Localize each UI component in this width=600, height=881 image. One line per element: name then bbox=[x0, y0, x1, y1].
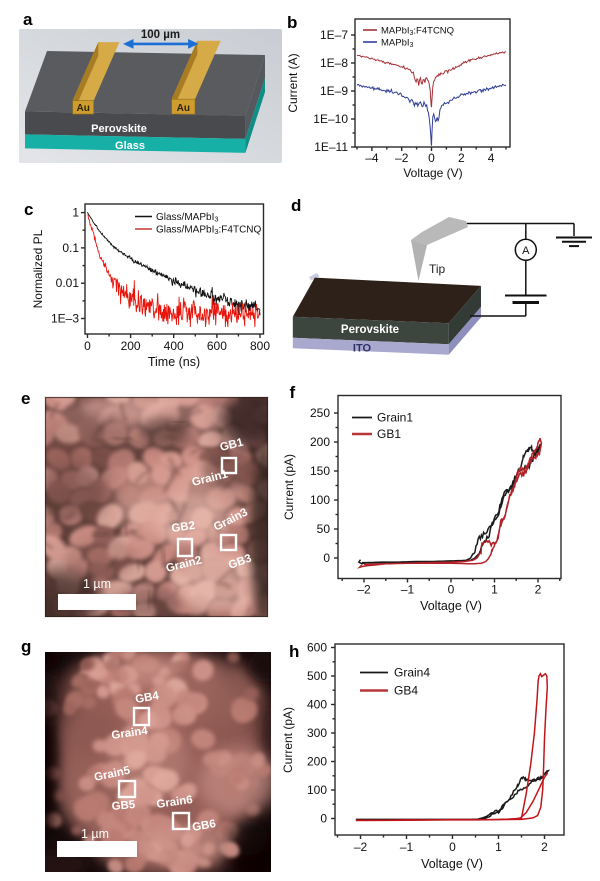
svg-text:400: 400 bbox=[164, 339, 184, 353]
svg-text:0: 0 bbox=[448, 583, 455, 597]
svg-text:800: 800 bbox=[250, 339, 270, 353]
svg-text:50: 50 bbox=[317, 522, 331, 536]
svg-text:–4: –4 bbox=[365, 151, 379, 165]
svg-text:2: 2 bbox=[535, 583, 542, 597]
svg-text:Time (ns): Time (ns) bbox=[148, 355, 200, 369]
svg-text:g: g bbox=[21, 637, 31, 656]
svg-text:Grain4: Grain4 bbox=[394, 666, 430, 680]
svg-text:GB4: GB4 bbox=[134, 690, 160, 706]
svg-text:GB5: GB5 bbox=[111, 799, 136, 813]
svg-text:Au: Au bbox=[177, 103, 190, 114]
svg-text:–2: –2 bbox=[395, 151, 409, 165]
svg-text:GB1: GB1 bbox=[377, 427, 401, 441]
svg-text:250: 250 bbox=[310, 406, 330, 420]
svg-text:Glass/MAPbI3:F4TCNQ: Glass/MAPbI3:F4TCNQ bbox=[156, 225, 262, 237]
svg-text:–1: –1 bbox=[400, 840, 414, 854]
svg-text:Grain6: Grain6 bbox=[156, 794, 194, 811]
svg-text:500: 500 bbox=[307, 669, 327, 683]
svg-text:a: a bbox=[23, 10, 33, 29]
svg-text:–1: –1 bbox=[401, 583, 415, 597]
svg-text:1 µm: 1 µm bbox=[83, 577, 111, 591]
svg-text:0: 0 bbox=[323, 551, 330, 565]
svg-text:Current (pA): Current (pA) bbox=[281, 707, 295, 773]
svg-text:ITO: ITO bbox=[353, 343, 372, 355]
svg-text:1E–11: 1E–11 bbox=[314, 140, 348, 154]
svg-text:1E–10: 1E–10 bbox=[313, 112, 348, 126]
svg-text:Voltage (V): Voltage (V) bbox=[421, 857, 483, 871]
svg-text:200: 200 bbox=[121, 339, 141, 353]
svg-text:MAPbI3:F4TCNQ: MAPbI3:F4TCNQ bbox=[381, 26, 454, 38]
svg-text:0.01: 0.01 bbox=[56, 276, 80, 290]
svg-text:4: 4 bbox=[488, 151, 495, 165]
svg-text:Tip: Tip bbox=[429, 262, 446, 276]
svg-text:1E–9: 1E–9 bbox=[320, 84, 348, 98]
svg-text:0: 0 bbox=[320, 812, 327, 826]
svg-text:0: 0 bbox=[449, 840, 456, 854]
svg-text:c: c bbox=[24, 200, 33, 219]
svg-text:GB1: GB1 bbox=[219, 436, 245, 454]
svg-text:Voltage (V): Voltage (V) bbox=[420, 599, 482, 613]
svg-text:Au: Au bbox=[77, 103, 90, 114]
svg-text:100: 100 bbox=[307, 783, 327, 797]
svg-text:0: 0 bbox=[84, 339, 91, 353]
svg-text:1E–3: 1E–3 bbox=[51, 312, 79, 326]
svg-text:MAPbI3: MAPbI3 bbox=[381, 38, 414, 50]
svg-text:1E–8: 1E–8 bbox=[320, 56, 348, 70]
svg-text:1: 1 bbox=[495, 840, 502, 854]
svg-text:–2: –2 bbox=[357, 583, 371, 597]
svg-text:Current (pA): Current (pA) bbox=[282, 454, 296, 520]
svg-text:e: e bbox=[21, 389, 30, 408]
svg-text:100 µm: 100 µm bbox=[141, 29, 180, 41]
svg-text:Grain4: Grain4 bbox=[111, 725, 149, 742]
svg-text:Perovskite: Perovskite bbox=[341, 324, 399, 336]
svg-text:Grain1: Grain1 bbox=[377, 411, 413, 425]
svg-text:2: 2 bbox=[458, 151, 465, 165]
svg-text:GB6: GB6 bbox=[191, 818, 216, 834]
svg-text:b: b bbox=[287, 13, 297, 32]
svg-text:1: 1 bbox=[491, 583, 498, 597]
svg-text:GB4: GB4 bbox=[394, 684, 418, 698]
svg-text:150: 150 bbox=[310, 464, 330, 478]
svg-text:Current (A): Current (A) bbox=[286, 53, 300, 112]
svg-text:200: 200 bbox=[310, 435, 330, 449]
svg-text:600: 600 bbox=[307, 641, 327, 655]
svg-text:1E–7: 1E–7 bbox=[320, 28, 348, 42]
svg-text:1: 1 bbox=[72, 206, 79, 220]
svg-text:400: 400 bbox=[307, 698, 327, 712]
svg-text:0.1: 0.1 bbox=[62, 241, 79, 255]
svg-text:300: 300 bbox=[307, 726, 327, 740]
svg-text:–2: –2 bbox=[354, 840, 368, 854]
svg-text:Glass: Glass bbox=[115, 140, 145, 152]
svg-text:100: 100 bbox=[310, 493, 330, 507]
svg-text:2: 2 bbox=[541, 840, 548, 854]
svg-text:A: A bbox=[522, 245, 530, 257]
svg-text:Voltage (V): Voltage (V) bbox=[403, 166, 462, 180]
svg-text:600: 600 bbox=[207, 339, 227, 353]
svg-text:200: 200 bbox=[307, 755, 327, 769]
svg-text:f: f bbox=[290, 383, 296, 402]
svg-text:GB2: GB2 bbox=[171, 520, 196, 535]
svg-text:0: 0 bbox=[428, 151, 435, 165]
svg-text:Perovskite: Perovskite bbox=[91, 123, 147, 135]
svg-text:1 µm: 1 µm bbox=[81, 827, 109, 841]
svg-text:h: h bbox=[289, 642, 299, 661]
svg-text:Normalized PL: Normalized PL bbox=[31, 229, 45, 308]
svg-text:d: d bbox=[291, 196, 301, 215]
svg-text:Glass/MAPbI3: Glass/MAPbI3 bbox=[156, 212, 219, 224]
